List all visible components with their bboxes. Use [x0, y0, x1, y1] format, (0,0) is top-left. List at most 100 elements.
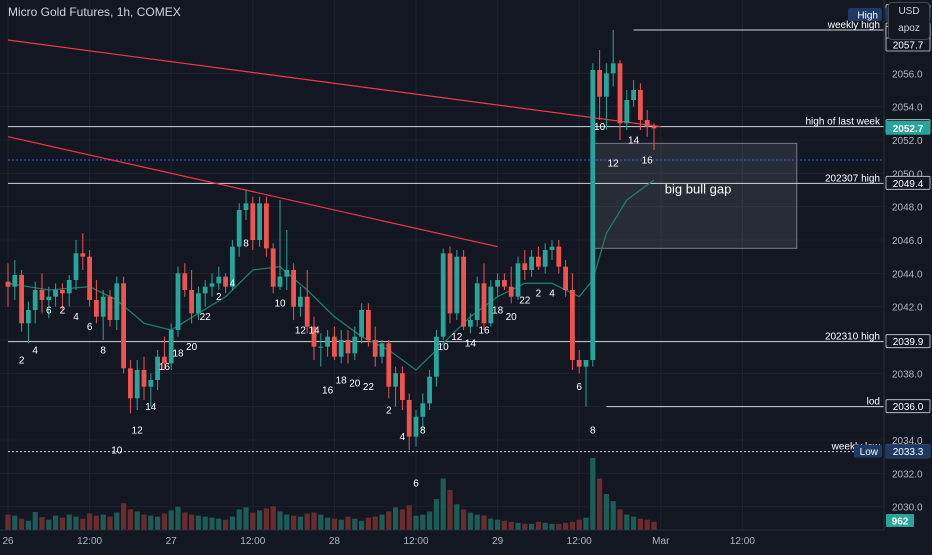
price-tag-box	[885, 120, 931, 135]
candle-body	[508, 286, 514, 297]
volume-bar	[338, 519, 344, 530]
price-tag-box	[854, 444, 882, 458]
price-tag-box	[885, 444, 931, 459]
bar-count-label: 2	[386, 405, 392, 416]
price-tag-box	[885, 175, 931, 190]
bar-count-label: 12	[451, 332, 463, 343]
currency-selector[interactable]: USD apoz	[888, 2, 930, 40]
volume-bar	[474, 514, 480, 530]
candle-body	[427, 376, 432, 404]
time-axis: 26 12:00 27 12:00 28 12:00 29 12:00 Mar 12:00	[2, 536, 755, 547]
candle-body	[604, 73, 609, 97]
volume-bar	[39, 517, 45, 530]
candle-body	[196, 293, 201, 314]
candle-body	[332, 336, 337, 357]
candle	[542, 243, 548, 274]
candle	[522, 250, 528, 280]
candle-body	[5, 281, 11, 287]
candle	[162, 336, 167, 370]
candle-body	[216, 276, 222, 284]
candle	[250, 196, 256, 250]
volume-bar	[406, 505, 412, 530]
time-tick-label: 12:00	[77, 536, 102, 547]
candle-body	[570, 290, 575, 360]
candle	[264, 196, 269, 257]
candle	[536, 246, 541, 270]
candle-body	[515, 263, 521, 297]
price-tag-text: Low	[860, 447, 879, 458]
volume-bar	[420, 514, 426, 530]
bar-count-label: 10	[274, 299, 286, 310]
candle-body	[182, 273, 188, 290]
currency-user: apoz	[898, 23, 920, 34]
bar-count-label: 22	[200, 312, 212, 323]
candle	[12, 260, 18, 300]
candle	[434, 330, 439, 387]
volume-bar	[345, 516, 351, 530]
volume-bar	[223, 519, 229, 530]
candle	[148, 373, 154, 407]
price-tick-label: 2038.0	[892, 369, 923, 380]
price-tick-label: 2044.0	[892, 269, 923, 280]
volume-bar	[556, 523, 562, 530]
candle	[610, 30, 616, 87]
candle	[631, 80, 636, 107]
candle	[345, 330, 351, 364]
volume-bar	[488, 518, 494, 530]
candle-body	[141, 370, 147, 387]
volume-bar	[624, 514, 630, 530]
candle-body	[631, 90, 636, 100]
bar-count-label: 4	[73, 312, 79, 323]
candle	[474, 276, 480, 327]
bar-count-label: 18	[172, 349, 184, 360]
candle	[46, 286, 52, 319]
volume-bar	[216, 518, 222, 530]
candle	[413, 410, 419, 447]
candle	[73, 240, 79, 290]
candle	[379, 340, 385, 364]
time-tick-label: 12:00	[403, 536, 428, 547]
volume-bar	[5, 514, 11, 530]
volume-bar	[617, 509, 623, 530]
level-label: weekly high	[827, 20, 880, 31]
candle-body	[651, 126, 657, 129]
volume-bar	[46, 519, 52, 530]
volume-bar	[631, 516, 637, 530]
bar-count-label: 2	[19, 355, 25, 366]
volume-bar	[66, 514, 72, 530]
time-tick-label: 12:00	[567, 536, 592, 547]
candle	[298, 286, 303, 317]
candle-body	[366, 310, 371, 340]
candle	[223, 273, 228, 294]
candle-body	[87, 256, 92, 300]
candle-body	[250, 203, 256, 240]
candle-body	[168, 330, 174, 364]
bar-count-label: 6	[576, 382, 582, 393]
bar-count-label: 10	[111, 445, 123, 456]
candle-body	[488, 286, 494, 324]
volume-bar	[209, 517, 215, 530]
volume-bar	[597, 478, 603, 530]
candle	[624, 90, 630, 130]
bar-count-label: 22	[519, 295, 531, 306]
volume-bar	[576, 519, 582, 530]
candle	[420, 393, 426, 430]
candle	[440, 248, 446, 340]
candle-body	[338, 340, 344, 357]
bar-count-label: 8	[590, 425, 596, 436]
candle-body	[107, 296, 113, 320]
volume-bar	[372, 516, 378, 530]
volume-bar	[549, 523, 555, 530]
bar-count-label: 20	[506, 312, 518, 323]
candle-body	[223, 276, 228, 287]
candle-body	[100, 296, 106, 317]
volume-bar	[304, 513, 310, 530]
candle-body	[236, 210, 242, 247]
bar-count-label: 4	[549, 289, 555, 300]
bar-count-label: 12	[608, 159, 620, 170]
volume-bar	[257, 510, 263, 530]
volume-bar	[413, 515, 419, 530]
bar-count-label: 2	[536, 289, 542, 300]
candle-body	[447, 253, 453, 314]
candle	[155, 350, 160, 390]
